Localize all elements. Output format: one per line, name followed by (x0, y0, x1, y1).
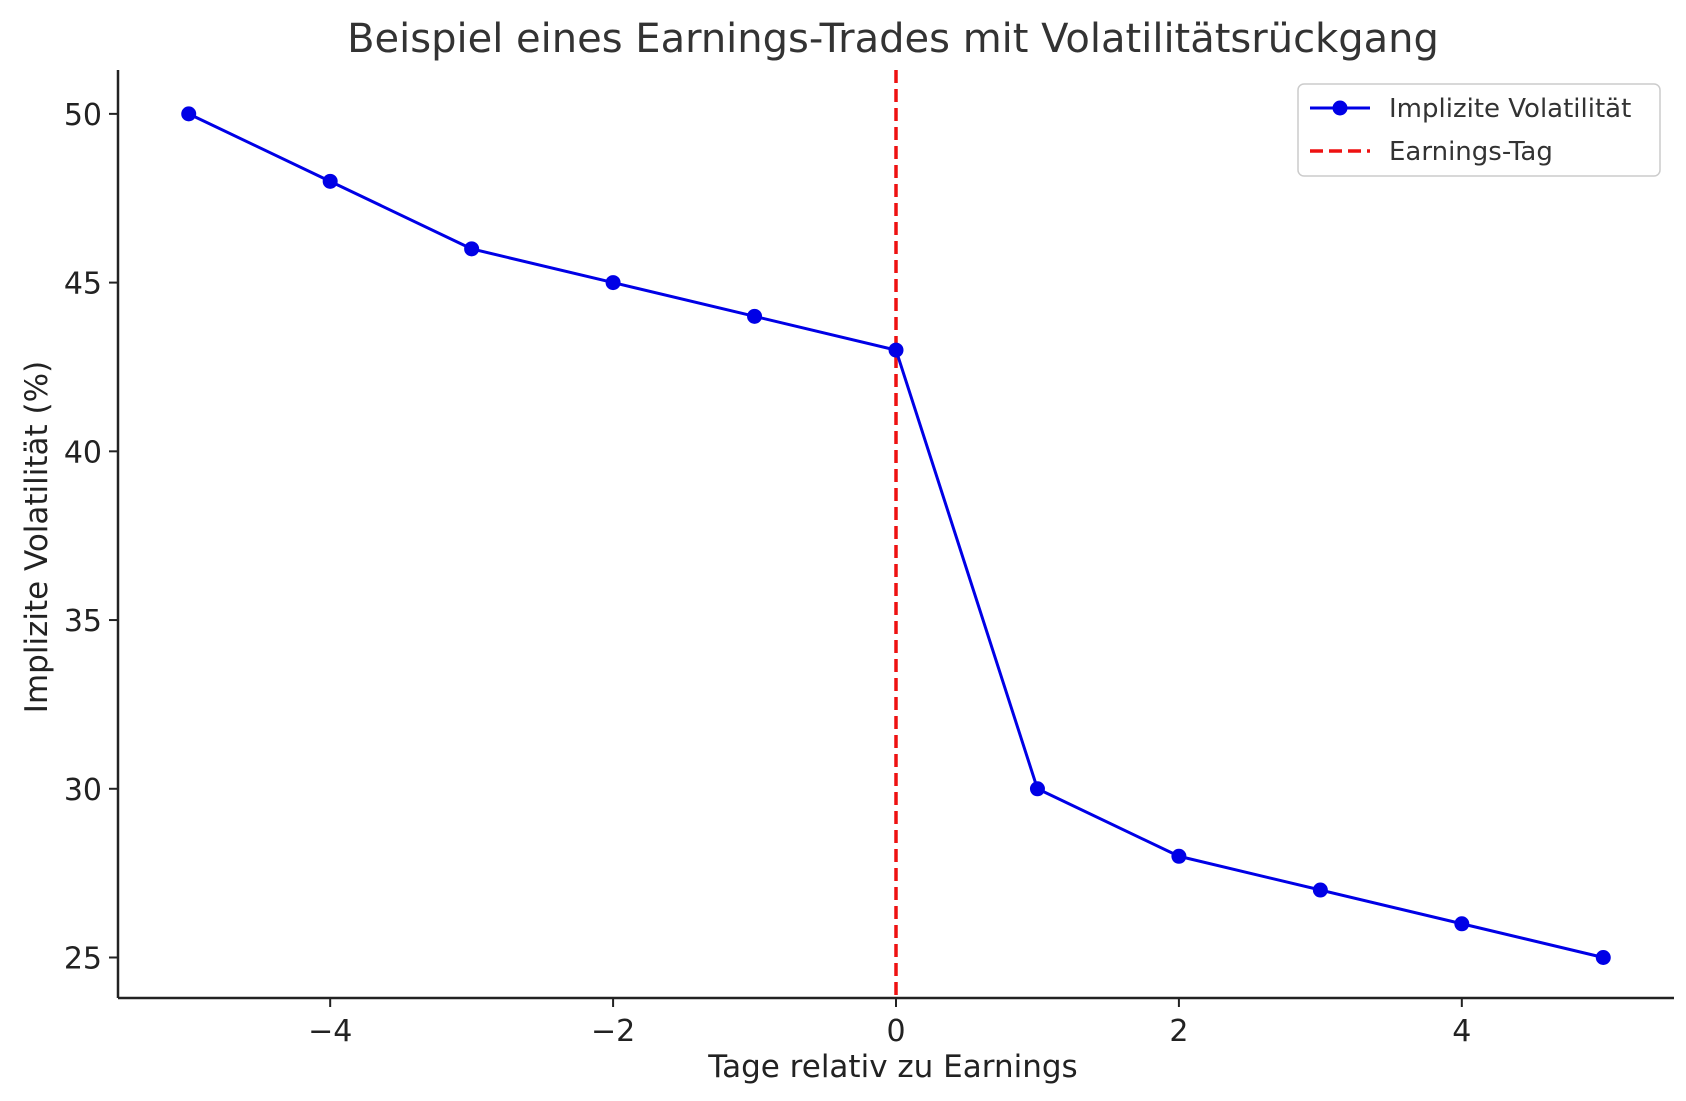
x-tick-label: 2 (1169, 1014, 1188, 1049)
legend-box (1297, 83, 1661, 177)
ticks: −4 −2 0 2 4 25 30 35 40 45 50 (64, 98, 1472, 1049)
data-point (605, 275, 621, 291)
x-tick-label: 0 (886, 1014, 905, 1049)
data-point (1171, 848, 1187, 864)
series-layer (181, 106, 1611, 966)
x-tick-label: 4 (1452, 1014, 1471, 1049)
y-tick-label: 50 (64, 98, 102, 133)
data-point (1029, 781, 1045, 797)
legend-series-label: Implizite Volatilität (1389, 94, 1631, 124)
chart-title: Beispiel eines Earnings-Trades mit Volat… (347, 16, 1439, 62)
data-point (1454, 916, 1470, 932)
legend: Implizite Volatilität Earnings-Tag (1297, 83, 1661, 177)
x-tick-label: −2 (591, 1014, 635, 1049)
data-point (888, 342, 904, 358)
y-tick-label: 40 (64, 435, 102, 470)
y-tick-label: 30 (64, 773, 102, 808)
x-axis-label: Tage relativ zu Earnings (707, 1049, 1077, 1085)
y-axis-label: Implizite Volatilität (%) (19, 361, 55, 713)
x-tick-label: −4 (308, 1014, 352, 1049)
legend-series-marker (1332, 100, 1348, 116)
data-point (747, 308, 763, 324)
data-point (1312, 882, 1328, 898)
data-point (181, 106, 197, 122)
y-tick-label: 35 (64, 604, 102, 639)
y-tick-label: 45 (64, 267, 102, 302)
data-point (464, 241, 480, 257)
data-point (322, 173, 338, 189)
legend-vline-label: Earnings-Tag (1389, 137, 1553, 167)
data-point (1595, 950, 1611, 966)
y-tick-label: 25 (64, 942, 102, 977)
